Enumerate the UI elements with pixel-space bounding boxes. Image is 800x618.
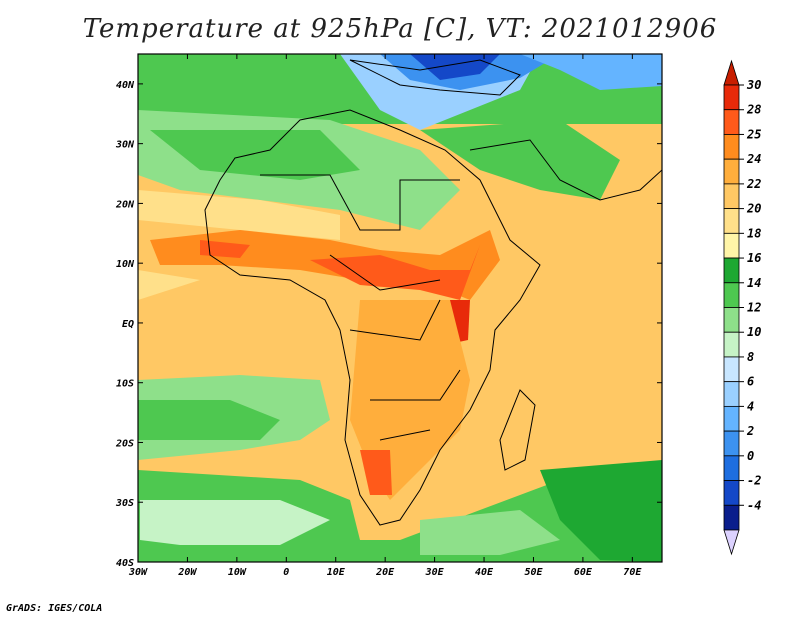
lon-label: 30W: [128, 567, 148, 578]
colorbar-segment: [723, 257, 740, 284]
colorbar-segment: [723, 134, 740, 160]
colorbar-label: 25: [746, 127, 761, 141]
lat-label: EQ: [122, 319, 134, 330]
lon-label: 10W: [228, 567, 247, 578]
colorbar-label: 16: [747, 251, 761, 265]
colorbar-segment: [723, 356, 740, 383]
lat-label: 30S: [115, 498, 134, 509]
lat-label: 40S: [116, 558, 134, 569]
lat-label: 20N: [115, 199, 135, 210]
colorbar-label: -2: [747, 474, 761, 488]
colorbar-segment: [723, 455, 740, 481]
colorbar-label: 4: [747, 399, 754, 413]
colorbar-label: 2: [746, 424, 754, 438]
colorbar-segment: [723, 307, 740, 333]
colorbar-segment: [723, 208, 740, 234]
colorbar-label: 8: [747, 350, 754, 364]
lat-label: 10N: [116, 259, 135, 270]
colorbar-bottom-arrow: [723, 529, 740, 556]
colorbar-segment: [723, 331, 740, 358]
lon-label: 70E: [623, 567, 642, 578]
colorbar-segment: [723, 282, 740, 308]
lon-label: 30E: [425, 567, 445, 578]
colorbar-segment: [723, 504, 740, 531]
colorbar-segment: [723, 158, 740, 185]
map-title: Temperature at 925hPa [C], VT: 202101290…: [82, 14, 718, 44]
latitude-labels: 40N 30N 20N 10N EQ 10S 20S 30S 40S: [115, 80, 135, 569]
lon-label: 40E: [475, 567, 494, 578]
colorbar-label: 28: [746, 103, 761, 117]
coastlines: [204, 59, 662, 526]
colorbar-label: 12: [747, 301, 761, 315]
lon-label: 60E: [574, 567, 593, 578]
longitude-labels: 30W 20W 10W 0 10E 20E 30E 40E 50E 60E 70E: [128, 567, 642, 578]
colorbar-label: 30: [746, 78, 761, 92]
colorbar-label: 22: [746, 177, 761, 191]
lon-label: 50E: [524, 567, 543, 578]
colorbar-label: 0: [747, 449, 754, 463]
colorbar-label: 6: [747, 375, 754, 389]
colorbar-label: 18: [747, 226, 761, 240]
colorbar-segment: [723, 381, 740, 407]
axis-ticks: [137, 54, 662, 563]
colorbar-segment: [723, 232, 740, 259]
colorbar-segment: [723, 84, 740, 111]
colorbar-label: 10: [747, 325, 761, 339]
lon-label: 10E: [327, 567, 346, 578]
map-frame: [137, 53, 663, 563]
colorbar-segment: [723, 183, 740, 210]
colorbar-label: 14: [747, 276, 761, 290]
lat-label: 10S: [116, 379, 134, 390]
lon-label: 20E: [375, 567, 395, 578]
lon-label: 0: [283, 567, 289, 578]
colorbar-label: 24: [746, 152, 761, 166]
lat-label: 40N: [116, 80, 135, 91]
colorbar-segment: [723, 109, 740, 135]
lat-label: 30N: [115, 140, 135, 151]
credit-text: GrADS: IGES/COLA: [6, 603, 103, 614]
colorbar-label: 20: [746, 202, 761, 216]
colorbar-segment: [723, 430, 740, 457]
colorbar: [723, 59, 740, 556]
colorbar-label: -4: [747, 498, 761, 512]
colorbar-segment: [723, 480, 740, 506]
lon-label: 20W: [177, 567, 197, 578]
colorbar-segment: [723, 405, 740, 432]
colorbar-top-arrow: [723, 59, 740, 86]
lat-label: 20S: [115, 438, 134, 449]
